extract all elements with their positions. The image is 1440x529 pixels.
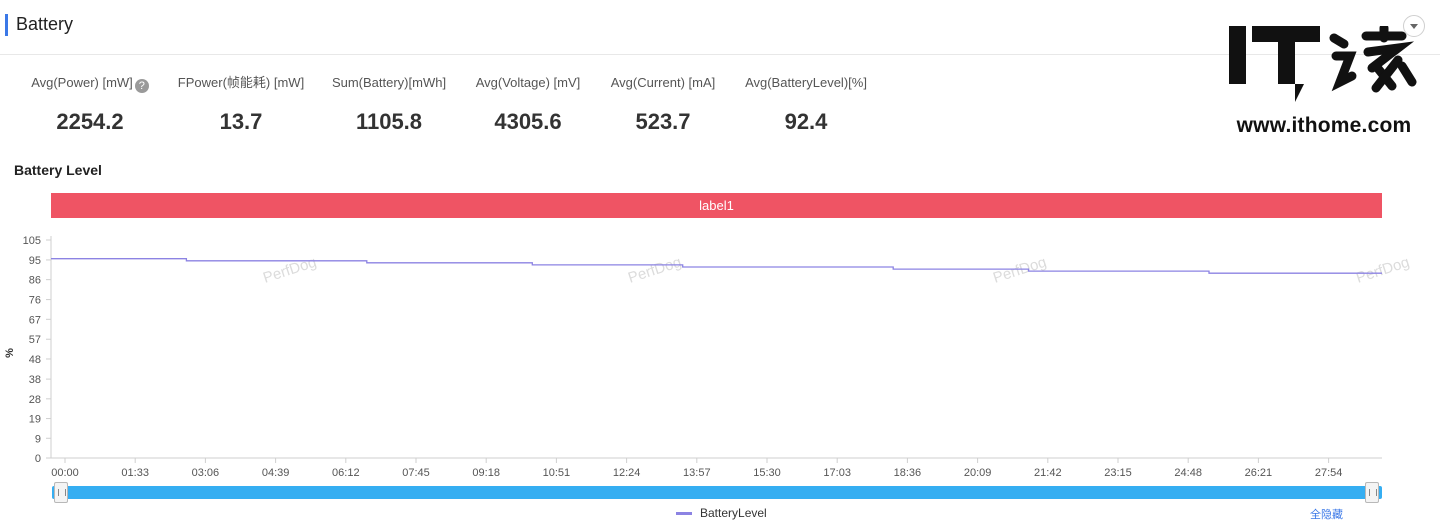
metric-label: Avg(BatteryLevel)[%] bbox=[716, 72, 896, 94]
metric-label: Sum(Battery)[mWh] bbox=[299, 72, 479, 94]
metric-label: FPower(帧能耗) [mW] bbox=[151, 72, 331, 94]
perfdog-watermark: PerfDog bbox=[1354, 254, 1412, 287]
battery-level-chart: 0 9 19 28 38 48 57 67 76 86 95 105% 00:00 01:33 03:06 0… bbox=[4, 235, 1412, 479]
help-icon[interactable]: ? bbox=[134, 79, 149, 93]
x-tick-label: 26:21 bbox=[1245, 467, 1273, 479]
panel-title: Battery bbox=[16, 14, 74, 34]
y-tick-label: 48 bbox=[29, 354, 41, 366]
metric-label-text: Avg(Voltage) [mV] bbox=[475, 75, 581, 90]
y-tick-label: 105 bbox=[23, 235, 41, 247]
y-tick-label: 0 bbox=[35, 453, 41, 465]
metric-label: Avg(Power) [mW]? bbox=[0, 72, 180, 94]
metric-2: Sum(Battery)[mWh] 1105.8 bbox=[299, 72, 479, 135]
metric-label-text: Sum(Battery)[mWh] bbox=[331, 75, 447, 90]
x-tick-label: 01:33 bbox=[121, 467, 149, 479]
perfdog-watermark: PerfDog bbox=[626, 254, 684, 287]
x-tick-label: 12:24 bbox=[613, 467, 641, 479]
x-tick-label: 23:15 bbox=[1104, 467, 1132, 479]
metric-4: Avg(Current) [mA] 523.7 bbox=[573, 72, 753, 135]
y-tick-label: 19 bbox=[29, 414, 41, 426]
metric-3: Avg(Voltage) [mV] 4305.6 bbox=[438, 72, 618, 135]
slider-handle-right[interactable] bbox=[1365, 482, 1379, 503]
legend-item-batterylevel[interactable]: BatteryLevel bbox=[676, 506, 767, 520]
y-tick-label: 38 bbox=[29, 374, 41, 386]
x-tick-label: 00:00 bbox=[51, 467, 79, 479]
metric-label-text: Avg(Current) [mA] bbox=[610, 75, 716, 90]
metric-value: 4305.6 bbox=[494, 109, 562, 134]
perfdog-watermark: PerfDog bbox=[991, 254, 1049, 287]
x-tick-label: 07:45 bbox=[402, 467, 430, 479]
perfdog-watermark: PerfDog bbox=[261, 254, 319, 287]
logo-url: www.ithome.com bbox=[1236, 114, 1412, 137]
series-line-batterylevel bbox=[51, 258, 1382, 274]
metric-label-text: Avg(Power) [mW] bbox=[31, 75, 133, 90]
metric-value: 92.4 bbox=[784, 109, 828, 134]
hide-all-button[interactable]: 全隐藏 bbox=[1310, 509, 1343, 521]
y-tick-label: 57 bbox=[29, 334, 41, 346]
y-tick-label: 86 bbox=[29, 275, 41, 287]
collapse-button[interactable] bbox=[1403, 15, 1425, 37]
metric-1: FPower(帧能耗) [mW] 13.7 bbox=[151, 72, 331, 135]
metric-0: Avg(Power) [mW]? 2254.2 bbox=[0, 72, 180, 135]
y-tick-label: 9 bbox=[35, 433, 41, 445]
legend-swatch bbox=[676, 511, 692, 515]
chevron-down-icon bbox=[1410, 24, 1418, 29]
metric-5: Avg(BatteryLevel)[%] 92.4 bbox=[716, 72, 896, 135]
chart-title: Battery Level bbox=[14, 162, 102, 178]
metric-value: 1105.8 bbox=[355, 109, 423, 134]
slider-handle-left[interactable] bbox=[54, 482, 68, 503]
x-tick-label: 15:30 bbox=[753, 467, 781, 479]
y-tick-label: 67 bbox=[29, 314, 41, 326]
y-axis-label: % bbox=[4, 348, 16, 358]
y-tick-label: 95 bbox=[29, 255, 41, 267]
metric-value: 2254.2 bbox=[56, 109, 124, 134]
x-tick-label: 21:42 bbox=[1034, 467, 1062, 479]
x-tick-label: 13:57 bbox=[683, 467, 711, 479]
x-tick-label: 27:54 bbox=[1315, 467, 1343, 479]
y-tick-label: 76 bbox=[29, 295, 41, 307]
label-band[interactable]: label1 bbox=[51, 193, 1382, 218]
time-range-slider[interactable] bbox=[52, 486, 1382, 499]
x-tick-label: 03:06 bbox=[192, 467, 220, 479]
title-accent-bar bbox=[5, 14, 8, 36]
x-tick-label: 24:48 bbox=[1174, 467, 1202, 479]
x-tick-label: 09:18 bbox=[472, 467, 500, 479]
panel-header: Battery bbox=[0, 0, 1440, 55]
metric-label-text: Avg(BatteryLevel)[%] bbox=[745, 75, 867, 90]
x-tick-label: 10:51 bbox=[543, 467, 571, 479]
ithome-logo bbox=[1229, 26, 1417, 102]
legend-label: BatteryLevel bbox=[700, 506, 767, 520]
metric-label: Avg(Voltage) [mV] bbox=[438, 72, 618, 94]
metric-label: Avg(Current) [mA] bbox=[573, 72, 753, 94]
x-tick-label: 04:39 bbox=[262, 467, 290, 479]
x-tick-label: 17:03 bbox=[823, 467, 851, 479]
y-tick-label: 28 bbox=[29, 394, 41, 406]
metric-label-text: FPower(帧能耗) [mW] bbox=[177, 75, 305, 90]
x-tick-label: 18:36 bbox=[894, 467, 922, 479]
metric-value: 523.7 bbox=[635, 109, 691, 134]
metric-value: 13.7 bbox=[219, 109, 263, 134]
x-tick-label: 06:12 bbox=[332, 467, 360, 479]
x-tick-label: 20:09 bbox=[964, 467, 992, 479]
